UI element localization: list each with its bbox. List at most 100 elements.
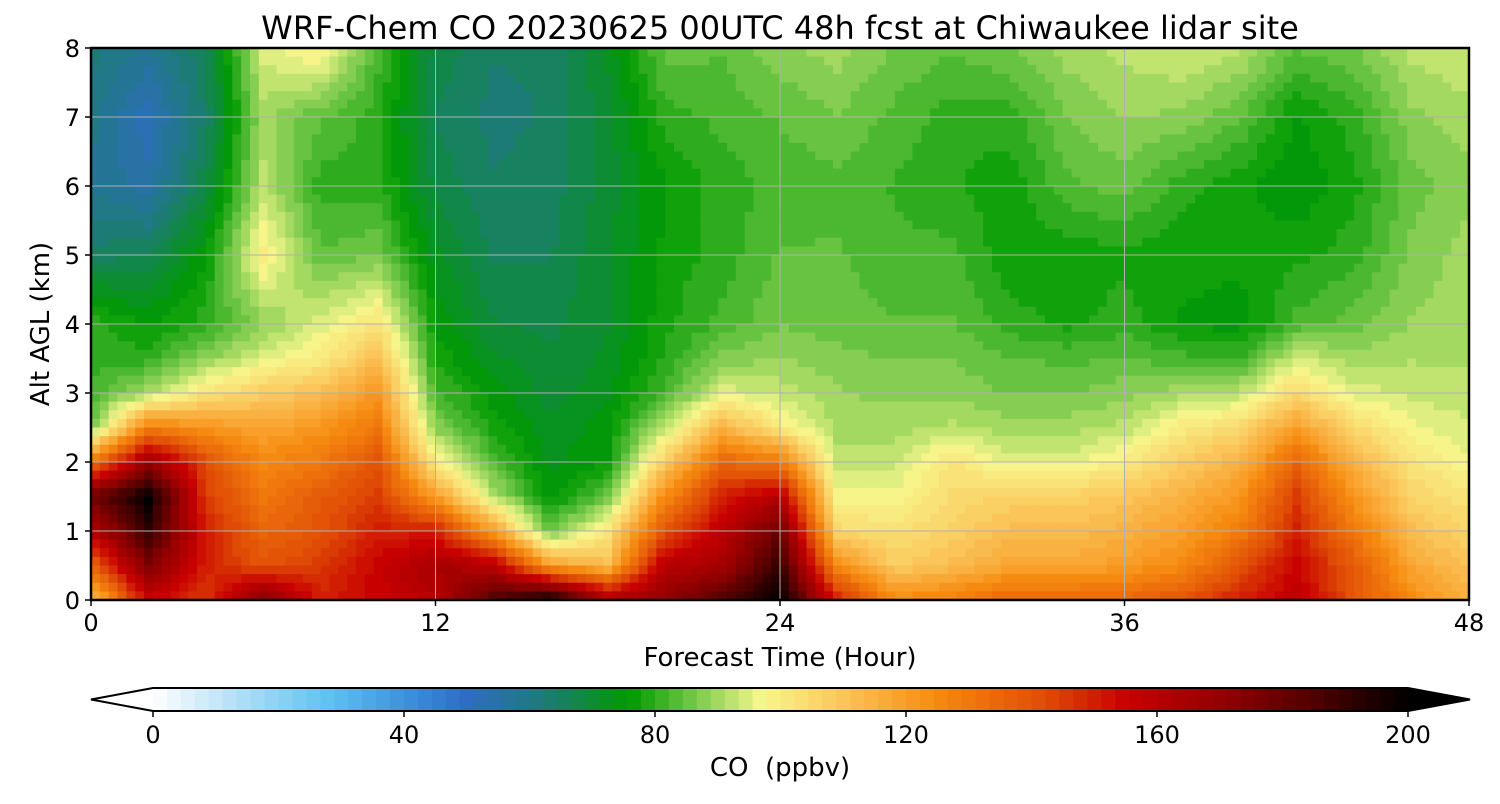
- heatmap-cell: [850, 65, 861, 75]
- heatmap-cell: [356, 160, 366, 170]
- heatmap-cell: [506, 237, 516, 247]
- heatmap-cell: [656, 263, 666, 273]
- heatmap-cell: [117, 203, 127, 213]
- heatmap-cell: [1159, 99, 1170, 109]
- heatmap-cell: [629, 99, 640, 109]
- heatmap-cell: [1345, 229, 1355, 239]
- heatmap-cell: [788, 298, 799, 308]
- heatmap-cell: [992, 289, 1002, 299]
- heatmap-cell: [1036, 125, 1046, 135]
- heatmap-cell: [1292, 237, 1302, 247]
- heatmap-cell: [629, 186, 640, 196]
- heatmap-cell: [144, 246, 154, 256]
- heatmap-cell: [727, 203, 737, 213]
- heatmap-cell: [1239, 125, 1249, 135]
- heatmap-cell: [188, 272, 198, 282]
- heatmap-cell: [294, 246, 304, 256]
- heatmap-cell: [267, 229, 278, 239]
- heatmap-cell: [1168, 108, 1179, 118]
- heatmap-cell: [294, 125, 304, 135]
- heatmap-cell: [382, 229, 392, 239]
- heatmap-cell: [152, 125, 163, 135]
- heatmap-cell: [1389, 255, 1399, 265]
- heatmap-cell: [576, 246, 587, 256]
- heatmap-cell: [956, 263, 967, 273]
- heatmap-cell: [1380, 263, 1391, 273]
- heatmap-cell: [983, 125, 993, 135]
- heatmap-cell: [223, 134, 233, 144]
- heatmap-cell: [833, 255, 843, 265]
- heatmap-cell: [753, 315, 763, 325]
- heatmap-cell: [585, 272, 596, 282]
- heatmap-cell: [1230, 280, 1240, 291]
- heatmap-cell: [833, 168, 843, 178]
- heatmap-cell: [850, 289, 861, 299]
- heatmap-cell: [709, 91, 719, 101]
- heatmap-cell: [939, 211, 949, 222]
- heatmap-cell: [303, 82, 313, 92]
- heatmap-cell: [1239, 134, 1249, 144]
- heatmap-cell: [559, 272, 569, 282]
- heatmap-cell: [1062, 272, 1073, 282]
- heatmap-cell: [1451, 142, 1461, 153]
- heatmap-cell: [1045, 220, 1055, 230]
- heatmap-cell: [638, 280, 649, 291]
- heatmap-cell: [1292, 186, 1302, 196]
- heatmap-cell: [479, 246, 490, 256]
- heatmap-cell: [1301, 203, 1311, 213]
- heatmap-cell: [1115, 246, 1126, 256]
- heatmap-cell: [117, 255, 127, 265]
- heatmap-cell: [1424, 246, 1435, 256]
- heatmap-cell: [603, 142, 613, 153]
- heatmap-cell: [859, 91, 869, 101]
- heatmap-cell: [1133, 237, 1143, 247]
- heatmap-cell: [1318, 56, 1329, 66]
- heatmap-cell: [409, 306, 419, 316]
- heatmap-cell: [1062, 117, 1073, 127]
- heatmap-cell: [1451, 289, 1461, 299]
- heatmap-cell: [91, 82, 101, 92]
- heatmap-cell: [1098, 91, 1108, 101]
- heatmap-cell: [930, 186, 940, 196]
- heatmap-cell: [356, 73, 366, 84]
- heatmap-cell: [965, 91, 975, 101]
- heatmap-cell: [841, 117, 852, 127]
- heatmap-cell: [762, 289, 772, 299]
- heatmap-cell: [462, 134, 472, 144]
- heatmap-cell: [1265, 108, 1276, 118]
- heatmap-cell: [444, 91, 454, 101]
- heatmap-cell: [612, 99, 622, 109]
- heatmap-cell: [1115, 194, 1126, 204]
- heatmap-cell: [1177, 56, 1187, 66]
- heatmap-cell: [744, 237, 755, 247]
- heatmap-cell: [771, 134, 781, 144]
- heatmap-cell: [1327, 48, 1338, 58]
- heatmap-cell: [1363, 203, 1373, 213]
- heatmap-cell: [1248, 160, 1258, 170]
- heatmap-cell: [258, 117, 269, 127]
- heatmap-cell: [1265, 134, 1276, 144]
- heatmap-cell: [241, 220, 251, 230]
- heatmap-cell: [1106, 99, 1117, 109]
- heatmap-cell: [1336, 56, 1346, 66]
- heatmap-cell: [197, 237, 207, 247]
- heatmap-cell: [1433, 134, 1444, 144]
- heatmap-cell: [912, 65, 922, 75]
- heatmap-cell: [435, 168, 445, 178]
- heatmap-cell: [1336, 168, 1346, 178]
- heatmap-cell: [152, 151, 163, 161]
- heatmap-cell: [824, 91, 834, 101]
- heatmap-cell: [965, 186, 975, 196]
- heatmap-cell: [665, 194, 675, 204]
- heatmap-cell: [868, 246, 878, 256]
- heatmap-cell: [1460, 65, 1470, 75]
- heatmap-cell: [426, 229, 437, 239]
- heatmap-cell: [1221, 289, 1232, 299]
- heatmap-cell: [497, 177, 507, 187]
- heatmap-cell: [797, 298, 808, 308]
- heatmap-cell: [515, 73, 525, 84]
- heatmap-cell: [1168, 220, 1179, 230]
- heatmap-cell: [682, 82, 693, 92]
- heatmap-cell: [320, 220, 331, 230]
- heatmap-cell: [1009, 306, 1020, 316]
